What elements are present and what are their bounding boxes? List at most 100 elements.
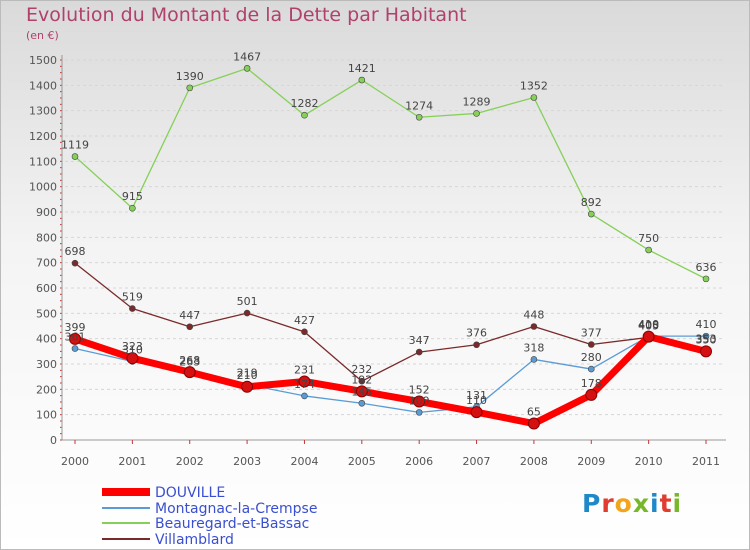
- data-label: 410: [638, 318, 659, 331]
- data-label: 519: [122, 291, 143, 304]
- data-label: 131: [466, 389, 487, 402]
- x-tick-label: 2005: [348, 455, 376, 468]
- data-label: 1282: [290, 97, 318, 110]
- data-label: 405: [638, 319, 659, 332]
- series-line-beauregard-et-bassac: [74, 67, 707, 280]
- data-label: 1274: [405, 99, 433, 112]
- x-tick-label: 2002: [176, 455, 204, 468]
- data-label: 178: [581, 377, 602, 390]
- y-tick-label: 200: [36, 383, 57, 396]
- data-label: 110: [466, 394, 487, 407]
- y-tick-label: 400: [36, 333, 57, 346]
- x-tick-label: 2001: [118, 455, 146, 468]
- y-tick-label: 700: [36, 257, 57, 270]
- logo-letter: r: [601, 489, 615, 518]
- logo-letter: x: [632, 489, 650, 518]
- data-label: 399: [65, 321, 86, 334]
- y-tick-label: 0: [50, 434, 57, 447]
- y-tick-label: 300: [36, 358, 57, 371]
- axes: 0 100 200 300 400 500 600 700 800 900 1000 1100 1200…: [29, 54, 726, 468]
- logo-letter: o: [614, 489, 633, 518]
- logo-letter: i: [672, 489, 683, 518]
- data-point: [587, 341, 595, 348]
- data-point: [530, 356, 538, 363]
- legend: DOUVILLEMontagnac-la-CrempseBeauregard-e…: [102, 485, 317, 548]
- data-label: 350: [696, 333, 717, 346]
- data-label: 361: [65, 331, 86, 344]
- data-point: [358, 377, 366, 385]
- data-point: [473, 341, 480, 349]
- data-label: 1119: [61, 139, 89, 152]
- chart-title: Evolution du Montant de la Dette par Hab…: [26, 4, 467, 26]
- y-tick-label: 1400: [29, 79, 57, 92]
- logo-letter: i: [650, 489, 660, 518]
- data-point: [702, 332, 710, 340]
- data-label: 210: [237, 369, 258, 382]
- y-tick-label: 1200: [29, 130, 57, 143]
- data-point: [186, 323, 194, 331]
- data-point: [473, 110, 480, 117]
- data-label: 1421: [348, 62, 376, 75]
- data-point: [355, 385, 368, 398]
- proxiti-logo: Proxiti: [582, 489, 682, 518]
- data-label: 152: [409, 383, 430, 396]
- data-label: 750: [638, 232, 659, 245]
- legend-label: DOUVILLE: [155, 485, 225, 501]
- data-label: 310: [122, 343, 143, 356]
- data-point: [129, 305, 136, 312]
- x-tick-label: 2011: [692, 455, 720, 468]
- x-tick-label: 2008: [520, 455, 548, 468]
- data-label: 192: [351, 373, 372, 386]
- data-label: 323: [122, 340, 143, 353]
- y-tick-label: 1100: [29, 155, 57, 168]
- data-point: [527, 417, 540, 430]
- data-point: [71, 153, 79, 160]
- y-tick-label: 1300: [29, 105, 57, 118]
- y-tick-label: 600: [36, 282, 57, 295]
- data-label: 636: [696, 261, 717, 274]
- data-point: [186, 84, 194, 92]
- data-label: 353: [696, 333, 717, 346]
- data-label: 280: [581, 351, 602, 364]
- data-label: 1352: [520, 79, 548, 92]
- data-point: [702, 275, 710, 283]
- data-label: 232: [351, 363, 372, 376]
- data-label: 268: [179, 354, 200, 367]
- data-point: [358, 399, 366, 407]
- data-point: [241, 380, 254, 393]
- data-label: 447: [179, 309, 200, 322]
- legend-label: Villamblard: [155, 532, 234, 548]
- chart-unit: (en €): [26, 29, 59, 42]
- data-label: 377: [581, 326, 602, 339]
- data-point: [243, 65, 251, 72]
- data-point: [301, 111, 308, 119]
- logo-letter: t: [659, 489, 673, 518]
- data-label: 410: [696, 318, 717, 331]
- data-label: 427: [294, 314, 315, 327]
- y-tick-label: 1500: [29, 54, 57, 67]
- y-tick-label: 500: [36, 307, 57, 320]
- data-point: [587, 210, 595, 218]
- data-point: [470, 406, 483, 419]
- data-point: [415, 348, 423, 356]
- series: [69, 65, 712, 430]
- data-point: [126, 352, 139, 365]
- y-tick-label: 100: [36, 409, 57, 422]
- data-label: 109: [409, 394, 430, 407]
- data-label: 376: [466, 327, 487, 340]
- data-label: 231: [294, 363, 315, 376]
- data-label: 1467: [233, 50, 261, 63]
- data-point: [69, 332, 81, 345]
- legend-label: Beauregard-et-Bassac: [155, 516, 309, 532]
- data-point: [301, 328, 308, 336]
- data-label: 1289: [463, 95, 491, 108]
- data-label: 174: [294, 378, 315, 391]
- data-label: 892: [581, 196, 602, 209]
- data-point: [358, 76, 366, 84]
- data-label: 915: [122, 190, 143, 203]
- y-tick-label: 900: [36, 206, 57, 219]
- x-tick-label: 2006: [405, 455, 433, 468]
- series-line-villamblard: [74, 262, 707, 382]
- data-label: 318: [523, 341, 544, 354]
